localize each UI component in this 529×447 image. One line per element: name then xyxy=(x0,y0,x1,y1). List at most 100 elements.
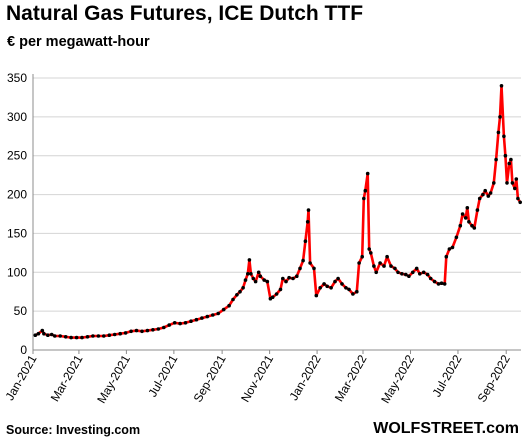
data-point xyxy=(509,157,513,162)
data-point xyxy=(200,316,204,320)
data-point xyxy=(442,282,447,286)
data-point xyxy=(303,239,308,243)
data-point xyxy=(507,161,512,166)
data-point xyxy=(396,270,400,275)
data-point xyxy=(216,311,220,316)
data-point xyxy=(63,335,68,339)
data-point xyxy=(488,191,493,195)
data-point xyxy=(439,281,444,286)
data-point xyxy=(499,84,504,88)
data-point xyxy=(510,181,515,185)
x-tick-label: May-2021 xyxy=(94,352,133,405)
data-point xyxy=(305,220,310,224)
data-point xyxy=(514,177,519,181)
data-point xyxy=(492,181,496,185)
data-point xyxy=(298,266,302,271)
data-point xyxy=(518,200,522,205)
data-point xyxy=(325,284,330,289)
data-point xyxy=(205,314,210,319)
data-point xyxy=(291,276,295,281)
data-point xyxy=(151,328,155,332)
y-tick-label: 100 xyxy=(7,265,27,279)
data-point xyxy=(447,247,452,251)
data-point xyxy=(278,287,283,292)
data-point xyxy=(428,276,433,281)
data-point xyxy=(382,264,386,268)
data-point xyxy=(238,289,242,294)
data-point xyxy=(189,319,193,324)
data-point xyxy=(400,272,404,276)
data-point xyxy=(477,196,482,201)
data-point xyxy=(458,223,463,228)
data-point xyxy=(129,329,133,334)
data-point xyxy=(360,254,365,259)
data-point xyxy=(246,272,250,276)
data-point xyxy=(249,272,253,276)
data-point xyxy=(363,188,368,193)
data-point xyxy=(36,331,41,336)
x-tick-label: Jan-2022 xyxy=(287,352,324,403)
data-point xyxy=(183,321,188,325)
data-point xyxy=(505,181,509,185)
data-point xyxy=(333,279,337,284)
data-point xyxy=(503,153,508,158)
data-point xyxy=(295,274,299,279)
data-point xyxy=(156,327,161,331)
y-tick-label: 50 xyxy=(14,304,28,318)
data-point xyxy=(53,334,57,338)
data-point xyxy=(256,270,261,275)
data-point xyxy=(367,247,372,251)
data-point xyxy=(123,331,128,335)
data-point xyxy=(486,194,491,198)
data-point xyxy=(247,258,252,262)
y-tick-label: 200 xyxy=(7,188,27,202)
data-point xyxy=(369,251,373,255)
data-point xyxy=(481,192,485,197)
series-line xyxy=(34,84,522,339)
data-point xyxy=(221,307,226,312)
data-point xyxy=(112,332,117,337)
data-point xyxy=(211,313,215,317)
data-point xyxy=(69,335,73,340)
data-point xyxy=(467,220,471,224)
data-point xyxy=(270,295,275,300)
data-point xyxy=(470,223,474,228)
data-point xyxy=(411,270,415,275)
data-point xyxy=(421,270,426,275)
data-point xyxy=(494,157,498,162)
data-point xyxy=(385,254,389,259)
y-axis-ticks: 0 50 100 150 200 250 300 350 xyxy=(7,71,27,357)
data-point xyxy=(262,278,267,282)
data-point xyxy=(347,287,351,292)
data-point xyxy=(96,334,101,338)
y-tick-label: 250 xyxy=(7,149,27,163)
data-point xyxy=(46,333,50,338)
data-point xyxy=(33,333,38,338)
data-point xyxy=(306,208,311,212)
data-point xyxy=(287,275,291,280)
data-point xyxy=(253,279,258,284)
data-point xyxy=(172,321,177,325)
data-point xyxy=(513,186,517,191)
x-tick-label: Sep-2022 xyxy=(475,352,513,404)
x-tick-label: Sep-2021 xyxy=(191,352,229,404)
data-point xyxy=(389,264,393,268)
y-tick-label: 300 xyxy=(7,110,27,124)
y-tick-label: 150 xyxy=(7,226,27,240)
data-point xyxy=(265,279,270,284)
data-point xyxy=(194,317,199,322)
data-point xyxy=(231,297,235,302)
data-point xyxy=(407,274,411,279)
data-point xyxy=(40,328,45,333)
data-point xyxy=(463,216,468,220)
x-tick-label: Mar-2021 xyxy=(48,352,86,404)
brand-logo-text: WOLFSTREET.com xyxy=(373,420,519,437)
data-point xyxy=(496,130,501,135)
data-point xyxy=(362,196,366,201)
data-point xyxy=(404,272,408,277)
chart-title: Natural Gas Futures, ICE Dutch TTF xyxy=(6,2,364,25)
data-point xyxy=(243,278,248,282)
data-point xyxy=(432,279,437,284)
data-point xyxy=(498,115,502,119)
axis-layer xyxy=(32,74,521,354)
